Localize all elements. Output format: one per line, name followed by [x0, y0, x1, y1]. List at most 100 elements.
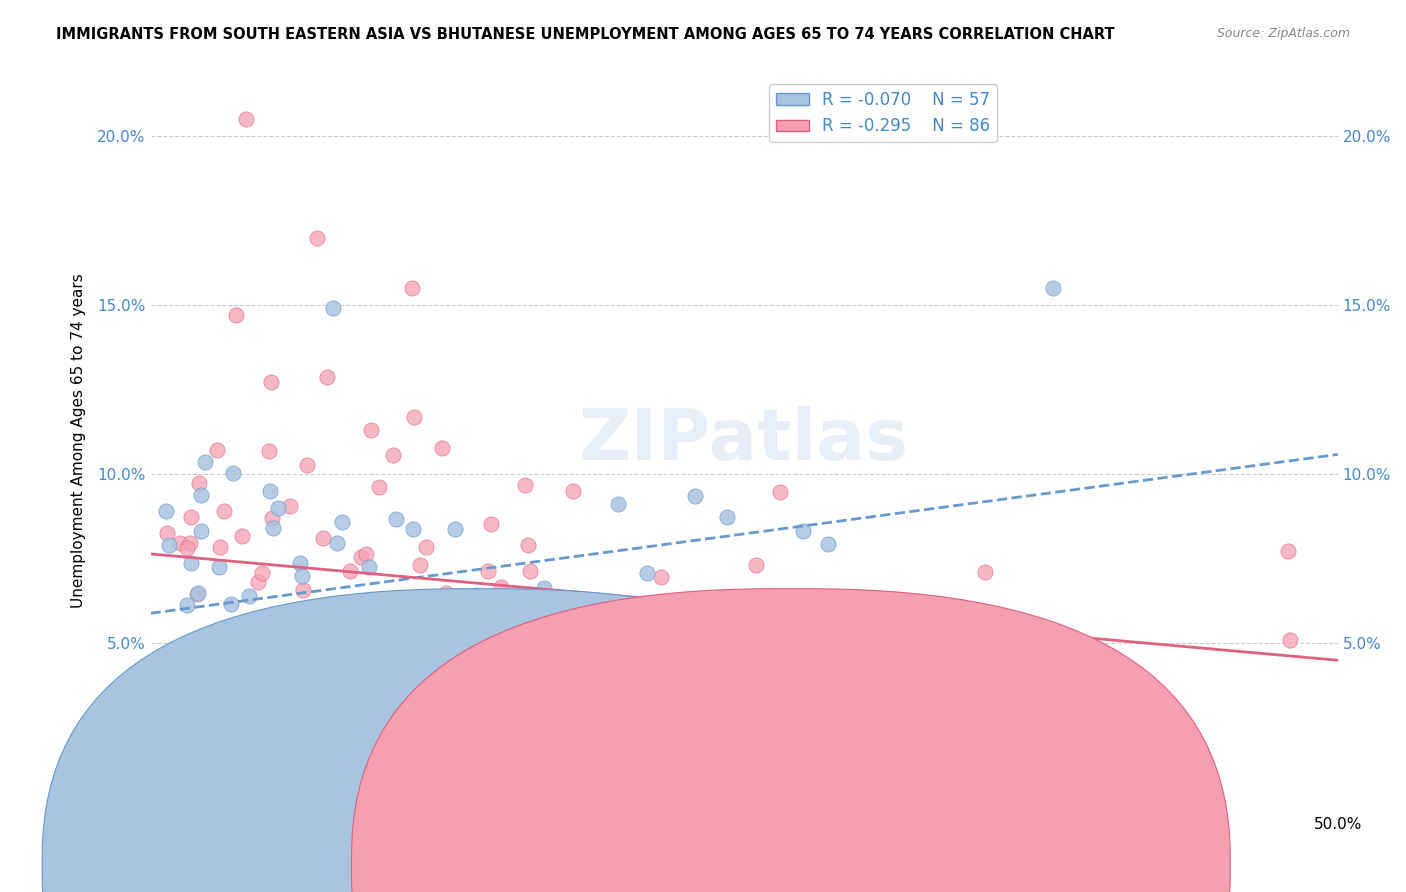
Point: [385, 512, 408, 526]
Point: [207, 443, 229, 458]
Point: [415, 541, 437, 555]
Point: [187, 586, 209, 600]
Point: [305, 644, 328, 658]
Point: [225, 641, 247, 656]
Point: [344, 732, 367, 747]
Point: [308, 638, 330, 652]
Point: [169, 536, 191, 550]
Point: [194, 455, 217, 469]
Point: [486, 648, 509, 662]
Point: [179, 536, 201, 550]
Point: [437, 695, 460, 709]
Point: [394, 604, 416, 618]
Point: [401, 281, 423, 295]
Point: [814, 623, 837, 637]
Point: [312, 531, 335, 545]
Point: [197, 633, 219, 648]
Point: [180, 509, 202, 524]
Point: [723, 731, 745, 746]
Point: [247, 575, 270, 590]
Point: [465, 588, 488, 602]
Point: [381, 448, 404, 462]
Point: [350, 550, 373, 565]
Point: [260, 375, 283, 389]
Point: [716, 509, 738, 524]
Point: [422, 614, 444, 628]
Point: [233, 615, 256, 629]
Point: [375, 635, 398, 649]
Point: [516, 538, 538, 552]
Point: [180, 556, 202, 570]
Point: [221, 627, 243, 641]
Point: [360, 423, 382, 437]
Point: [676, 641, 699, 656]
Point: [337, 606, 360, 620]
Point: [163, 675, 186, 690]
Point: [380, 737, 402, 751]
Point: [198, 656, 221, 670]
Point: [477, 564, 499, 578]
Point: [325, 631, 347, 645]
Point: [183, 694, 205, 708]
Point: [288, 556, 311, 570]
Point: [430, 442, 453, 456]
Point: [281, 620, 304, 634]
Point: [1042, 281, 1064, 295]
Point: [724, 656, 747, 670]
Point: [190, 524, 212, 539]
Point: [329, 619, 352, 633]
Point: [433, 612, 456, 626]
Point: [238, 589, 260, 603]
Point: [690, 756, 713, 771]
Point: [367, 612, 389, 626]
Text: Source: ZipAtlas.com: Source: ZipAtlas.com: [1216, 27, 1350, 40]
Point: [481, 517, 503, 532]
Point: [259, 483, 281, 498]
Point: [225, 308, 247, 322]
Point: [155, 504, 177, 518]
Point: [325, 789, 347, 803]
Point: [792, 524, 814, 538]
Point: [579, 618, 602, 632]
Point: [523, 719, 546, 733]
Point: [491, 581, 513, 595]
Point: [186, 587, 208, 601]
Point: [271, 638, 294, 652]
Text: Immigrants from South Eastern Asia: Immigrants from South Eastern Asia: [395, 855, 673, 870]
Point: [636, 566, 658, 580]
Point: [533, 581, 555, 595]
Y-axis label: Unemployment Among Ages 65 to 74 years: Unemployment Among Ages 65 to 74 years: [72, 273, 86, 608]
Point: [678, 702, 700, 716]
Point: [443, 522, 465, 536]
Point: [157, 538, 180, 552]
Point: [314, 753, 336, 767]
Point: [301, 610, 323, 624]
Point: [240, 667, 263, 681]
Point: [165, 699, 187, 714]
Point: [467, 647, 489, 661]
Point: [408, 558, 430, 572]
Point: [745, 558, 768, 572]
Point: [208, 541, 231, 555]
Point: [354, 547, 377, 561]
Point: [402, 409, 425, 424]
Point: [326, 536, 349, 550]
Point: [176, 599, 198, 613]
Point: [271, 663, 294, 677]
Point: [517, 586, 540, 600]
Point: [231, 529, 253, 543]
Point: [280, 499, 302, 513]
Point: [221, 597, 243, 611]
Point: [160, 657, 183, 672]
Point: [789, 590, 811, 604]
Point: [217, 669, 239, 683]
Point: [176, 541, 198, 555]
Point: [309, 643, 332, 657]
Point: [190, 708, 212, 723]
Point: [382, 719, 405, 733]
Point: [304, 767, 326, 781]
Point: [491, 636, 513, 650]
Point: [262, 520, 284, 534]
Point: [817, 537, 839, 551]
Point: [339, 564, 361, 578]
